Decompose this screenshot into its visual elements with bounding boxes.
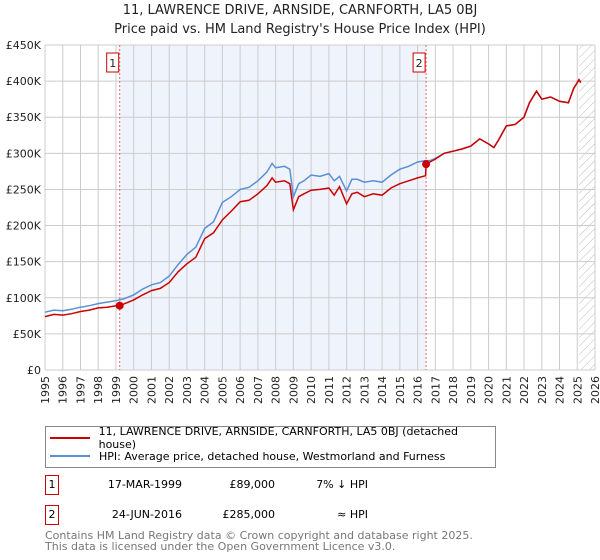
y-tick-label: £100K <box>6 292 42 305</box>
x-tick-label: 2015 <box>394 376 407 404</box>
sale-marker-label: 1 <box>109 57 116 70</box>
x-tick-label: 2011 <box>323 376 336 404</box>
sale-date: 24-JUN-2016 <box>111 508 182 521</box>
x-tick-label: 1996 <box>57 376 70 404</box>
y-tick-label: £250K <box>6 183 42 196</box>
sale-date: 17-MAR-1999 <box>107 478 182 491</box>
x-tick-label: 1997 <box>74 376 87 404</box>
x-tick-label: 2019 <box>465 376 478 404</box>
x-tick-label: 2006 <box>234 376 247 404</box>
y-tick-label: £350K <box>6 111 42 124</box>
x-tick-label: 2025 <box>571 376 584 404</box>
x-tick-label: 2014 <box>376 376 389 404</box>
x-tick-label: 2003 <box>181 376 194 404</box>
x-tick-label: 2024 <box>554 376 567 404</box>
sale-point <box>115 301 124 310</box>
y-tick-label: £50K <box>13 328 42 341</box>
sale-price: £89,000 <box>229 478 276 491</box>
x-tick-label: 2022 <box>518 376 531 404</box>
x-tick-label: 2013 <box>358 376 371 404</box>
legend-property-label: 11, LAWRENCE DRIVE, ARNSIDE, CARNFORTH, … <box>98 425 459 451</box>
x-tick-label: 2018 <box>447 376 460 404</box>
x-tick-label: 2005 <box>216 376 229 404</box>
y-tick-label: £200K <box>6 220 42 233</box>
property-series-line <box>44 78 582 318</box>
x-tick-label: 2000 <box>128 376 141 404</box>
sale-marker-badge: 2 <box>45 505 59 525</box>
chart-subtitle: Price paid vs. HM Land Registry's House … <box>114 22 486 37</box>
attribution-line-2: This data is licensed under the Open Gov… <box>45 540 396 553</box>
hatched-future-region <box>579 45 595 370</box>
sale-row-1: 1 17-MAR-1999 £89,000 7% ↓ HPI <box>45 475 445 495</box>
x-tick-label: 2020 <box>483 376 496 404</box>
attribution: Contains HM Land Registry data © Crown c… <box>45 530 473 552</box>
sale-price: £285,000 <box>222 508 276 521</box>
sale-marker-badge: 1 <box>45 475 59 495</box>
shaded-ownership-period <box>119 45 427 370</box>
x-tick-label: 2001 <box>145 376 158 404</box>
x-tick-label: 2016 <box>412 376 425 404</box>
y-tick-label: £300K <box>6 147 42 160</box>
x-tick-label: 2017 <box>429 376 442 404</box>
x-tick-label: 2021 <box>500 376 513 404</box>
x-tick-label: 2026 <box>589 376 600 404</box>
sale-point <box>422 160 431 169</box>
sale-marker-box <box>412 52 426 73</box>
x-tick-label: 2009 <box>287 376 300 404</box>
y-tick-label: £150K <box>6 256 42 269</box>
y-tick-label: £450K <box>6 39 42 52</box>
x-tick-label: 1999 <box>110 376 123 404</box>
x-tick-label: 2002 <box>163 376 176 404</box>
y-tick-label: £400K <box>6 75 42 88</box>
y-tick-label: £0 <box>27 364 41 377</box>
attribution-line-1: Contains HM Land Registry data © Crown c… <box>45 529 473 542</box>
x-tick-label: 2012 <box>341 376 354 404</box>
x-tick-label: 1995 <box>39 376 52 404</box>
x-tick-label: 2010 <box>305 376 318 404</box>
legend: 11, LAWRENCE DRIVE, ARNSIDE, CARNFORTH, … <box>45 425 496 468</box>
price-chart: 1 2 1995 1996 1997 1998 1999 2000 2001 2002 2003 20… <box>6 39 600 404</box>
chart-title: 11, LAWRENCE DRIVE, ARNSIDE, CARNFORTH, … <box>122 3 478 18</box>
legend-hpi-line <box>50 455 90 457</box>
sale-marker-box <box>106 52 120 73</box>
x-tick-label: 2008 <box>270 376 283 404</box>
sale-marker-label: 2 <box>416 57 423 70</box>
x-tick-label: 2023 <box>536 376 549 404</box>
x-tick-label: 2007 <box>252 376 265 404</box>
legend-property-line <box>50 437 90 439</box>
x-tick-label: 2004 <box>199 376 212 404</box>
sale-row-2: 2 24-JUN-2016 £285,000 ≈ HPI <box>45 505 445 525</box>
sale-hpi-relation: 7% ↓ HPI <box>316 478 368 491</box>
legend-hpi-label: HPI: Average price, detached house, West… <box>99 449 446 463</box>
sale-hpi-relation: ≈ HPI <box>337 508 368 521</box>
x-tick-label: 1998 <box>92 376 105 404</box>
